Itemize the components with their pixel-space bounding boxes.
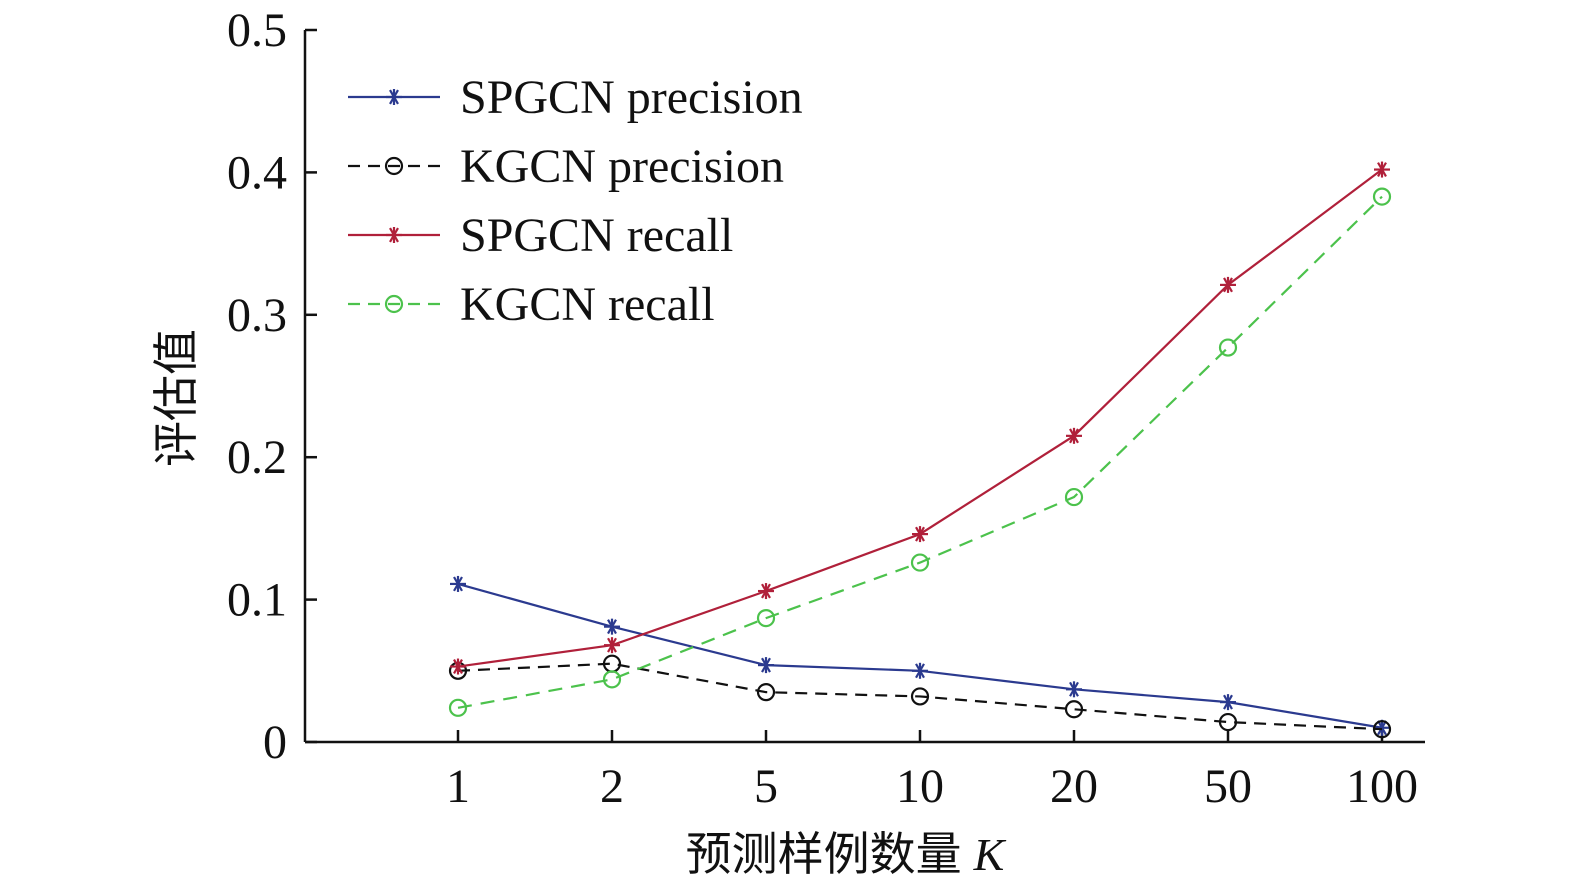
- legend-marker: [386, 227, 402, 243]
- x-axis-title: 预测样例数量 K: [686, 827, 1007, 881]
- data-point-spgcn-precision: [758, 657, 774, 674]
- legend-label: SPGCN recall: [460, 209, 733, 262]
- x-tick-label: 1: [446, 760, 470, 813]
- data-point-spgcn-recall: [912, 526, 928, 543]
- data-point-spgcn-precision: [1066, 681, 1082, 698]
- x-tick-label: 2: [600, 760, 624, 813]
- data-point-kgcn-recall: [1218, 338, 1238, 357]
- data-point-spgcn-precision: [450, 575, 466, 592]
- x-tick-label: 5: [754, 760, 778, 813]
- legend-label: SPGCN precision: [460, 71, 803, 124]
- data-point-kgcn-precision: [910, 687, 930, 706]
- series-spgcn-precision: [450, 575, 1390, 736]
- data-point-kgcn-recall: [1372, 187, 1392, 206]
- y-tick-label: 0: [263, 716, 287, 769]
- y-tick-label: 0.1: [227, 574, 287, 627]
- legend: SPGCN precision KGCN precision SPGCN recal…: [348, 71, 803, 331]
- legend-label: KGCN precision: [460, 140, 784, 193]
- data-point-kgcn-recall: [602, 670, 622, 689]
- data-point-spgcn-recall: [1374, 161, 1390, 178]
- series-kgcn-recall: [448, 187, 1392, 717]
- data-point-kgcn-recall: [1064, 487, 1084, 507]
- data-point-spgcn-recall: [450, 658, 466, 675]
- series-spgcn-recall: [450, 161, 1390, 675]
- legend-item-kgcn-recall: KGCN recall: [348, 278, 715, 331]
- data-point-spgcn-recall: [1220, 276, 1236, 293]
- data-point-spgcn-precision: [604, 618, 620, 635]
- data-point-kgcn-precision: [1372, 720, 1392, 739]
- x-axis-title-var: K: [973, 829, 1007, 880]
- data-point-kgcn-recall: [756, 609, 776, 628]
- x-tick-label: 100: [1346, 760, 1418, 813]
- legend-marker: [384, 294, 404, 314]
- data-point-spgcn-precision: [912, 662, 928, 679]
- series-line-kgcn-recall: [457, 195, 1383, 709]
- legend-item-kgcn-precision: KGCN precision: [348, 140, 784, 193]
- series-layer: [448, 161, 1392, 739]
- y-axis-title: 评估值: [149, 329, 203, 467]
- legend-marker: [386, 89, 402, 105]
- data-point-kgcn-recall: [448, 698, 468, 717]
- legend-label: KGCN recall: [460, 278, 715, 331]
- data-point-kgcn-precision: [756, 683, 776, 702]
- data-point-spgcn-recall: [1066, 427, 1082, 444]
- data-point-spgcn-recall: [758, 583, 774, 600]
- x-tick-label: 20: [1050, 760, 1098, 813]
- y-ticks: 0 0.1 0.2 0.3 0.4 0.5: [227, 4, 317, 769]
- y-tick-label: 0.4: [227, 146, 287, 199]
- data-point-spgcn-precision: [1374, 719, 1390, 736]
- y-tick-label: 0.5: [227, 4, 287, 57]
- y-tick-label: 0.3: [227, 289, 287, 342]
- legend-item-spgcn-precision: SPGCN precision: [348, 71, 803, 124]
- data-point-kgcn-precision: [1064, 700, 1084, 719]
- data-point-kgcn-recall: [910, 553, 930, 572]
- series-line-spgcn-precision: [457, 582, 1383, 729]
- series-kgcn-precision: [448, 654, 1392, 739]
- axes: [303, 30, 1425, 744]
- data-point-kgcn-precision: [1218, 712, 1238, 732]
- y-tick-label: 0.2: [227, 431, 287, 484]
- x-tick-label: 10: [896, 760, 944, 813]
- x-axis-title-text: 预测样例数量: [686, 827, 962, 881]
- x-tick-label: 50: [1204, 760, 1252, 813]
- series-line-kgcn-precision: [457, 662, 1383, 731]
- data-point-spgcn-recall: [604, 637, 620, 654]
- legend-marker: [384, 156, 404, 176]
- legend-item-spgcn-recall: SPGCN recall: [348, 209, 733, 262]
- data-point-spgcn-precision: [1220, 694, 1236, 711]
- x-ticks: 1 2 5 10 20 50 100: [446, 730, 1418, 813]
